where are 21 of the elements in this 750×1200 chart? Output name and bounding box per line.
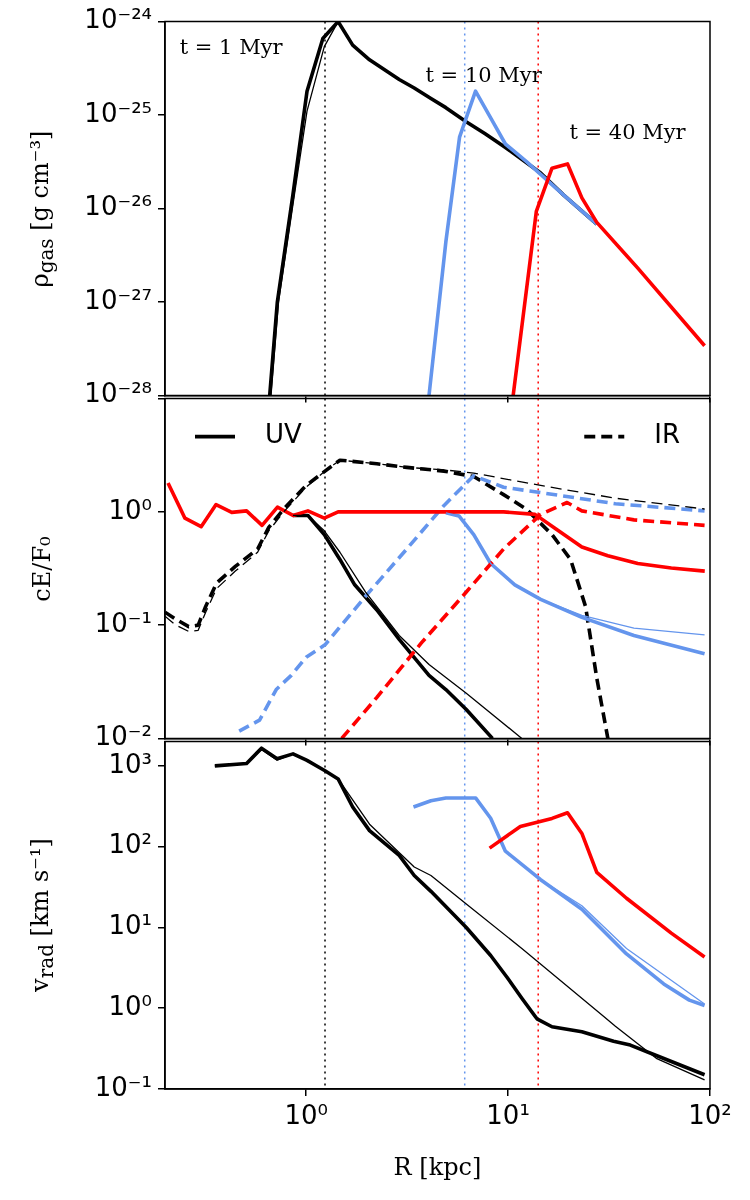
annotation: t = 40 Myr <box>569 120 687 145</box>
y-tick-label: 10¹ <box>108 910 152 941</box>
y-tick-label: 10⁰ <box>108 494 152 525</box>
y-tick-label: 10⁻¹ <box>94 1071 152 1102</box>
x-tick-label: 10¹ <box>486 1100 530 1131</box>
y-tick-label: 10⁻²⁷ <box>84 284 152 315</box>
y-axis-title: cE/F₀ <box>28 535 56 602</box>
y-tick-label: 10⁰ <box>108 990 152 1021</box>
annotation: t = 10 Myr <box>425 62 543 87</box>
y-tick-label: 10⁻²⁴ <box>84 4 152 35</box>
y-tick-label: 10² <box>108 829 152 860</box>
y-tick-label: 10⁻²⁸ <box>84 378 152 409</box>
legend-label: UV <box>265 419 303 450</box>
y-tick-label: 10⁻¹ <box>94 607 152 638</box>
y-tick-label: 10⁻²⁵ <box>84 97 152 128</box>
legend-label: IR <box>654 419 680 450</box>
annotation: t = 1 Myr <box>179 34 284 59</box>
y-tick-label: 10⁻²⁶ <box>84 191 152 222</box>
x-tick-label: 10⁰ <box>284 1100 328 1131</box>
x-tick-label: 10² <box>688 1100 732 1131</box>
x-axis-title: R [kpc] <box>393 1153 482 1181</box>
